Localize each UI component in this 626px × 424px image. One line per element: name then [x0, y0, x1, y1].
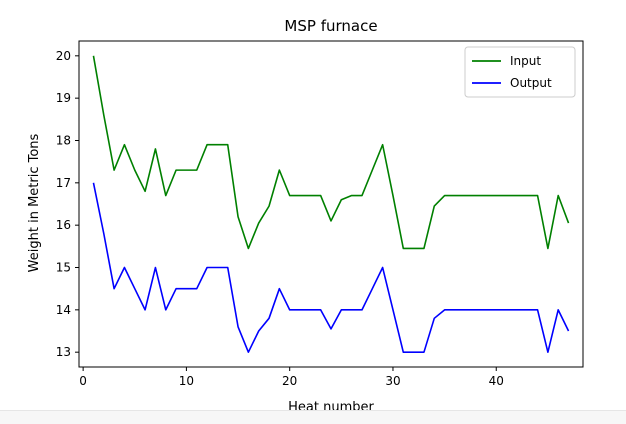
y-tick-label: 13 [56, 345, 71, 359]
y-tick-label: 20 [56, 49, 71, 63]
y-tick-label: 15 [56, 261, 71, 275]
series-line-output [93, 183, 568, 352]
legend: Input Output [465, 47, 575, 97]
x-tick-label: 40 [489, 374, 504, 388]
y-tick-label: 18 [56, 133, 71, 147]
x-axis-label: Heat number [288, 400, 374, 410]
legend-label-output: Output [510, 76, 552, 90]
y-tick-label: 19 [56, 91, 71, 105]
y-tick-label: 17 [56, 176, 71, 190]
chart: MSP furnace 0 10 20 30 40 13 14 15 16 17 18 19 20 He… [0, 0, 626, 410]
line-chart: MSP furnace 0 10 20 30 40 13 14 15 16 17 18 19 20 He… [0, 0, 626, 410]
output-area-bottom [0, 410, 626, 424]
x-tick-label: 30 [385, 374, 400, 388]
y-tick-label: 16 [56, 218, 71, 232]
x-tick-label: 20 [282, 374, 297, 388]
chart-title: MSP furnace [284, 17, 377, 35]
x-tick-label: 0 [79, 374, 87, 388]
y-axis-label: Weight in Metric Tons [27, 133, 42, 272]
y-tick-label: 14 [56, 303, 71, 317]
x-tick-label: 10 [179, 374, 194, 388]
legend-label-input: Input [510, 54, 541, 68]
